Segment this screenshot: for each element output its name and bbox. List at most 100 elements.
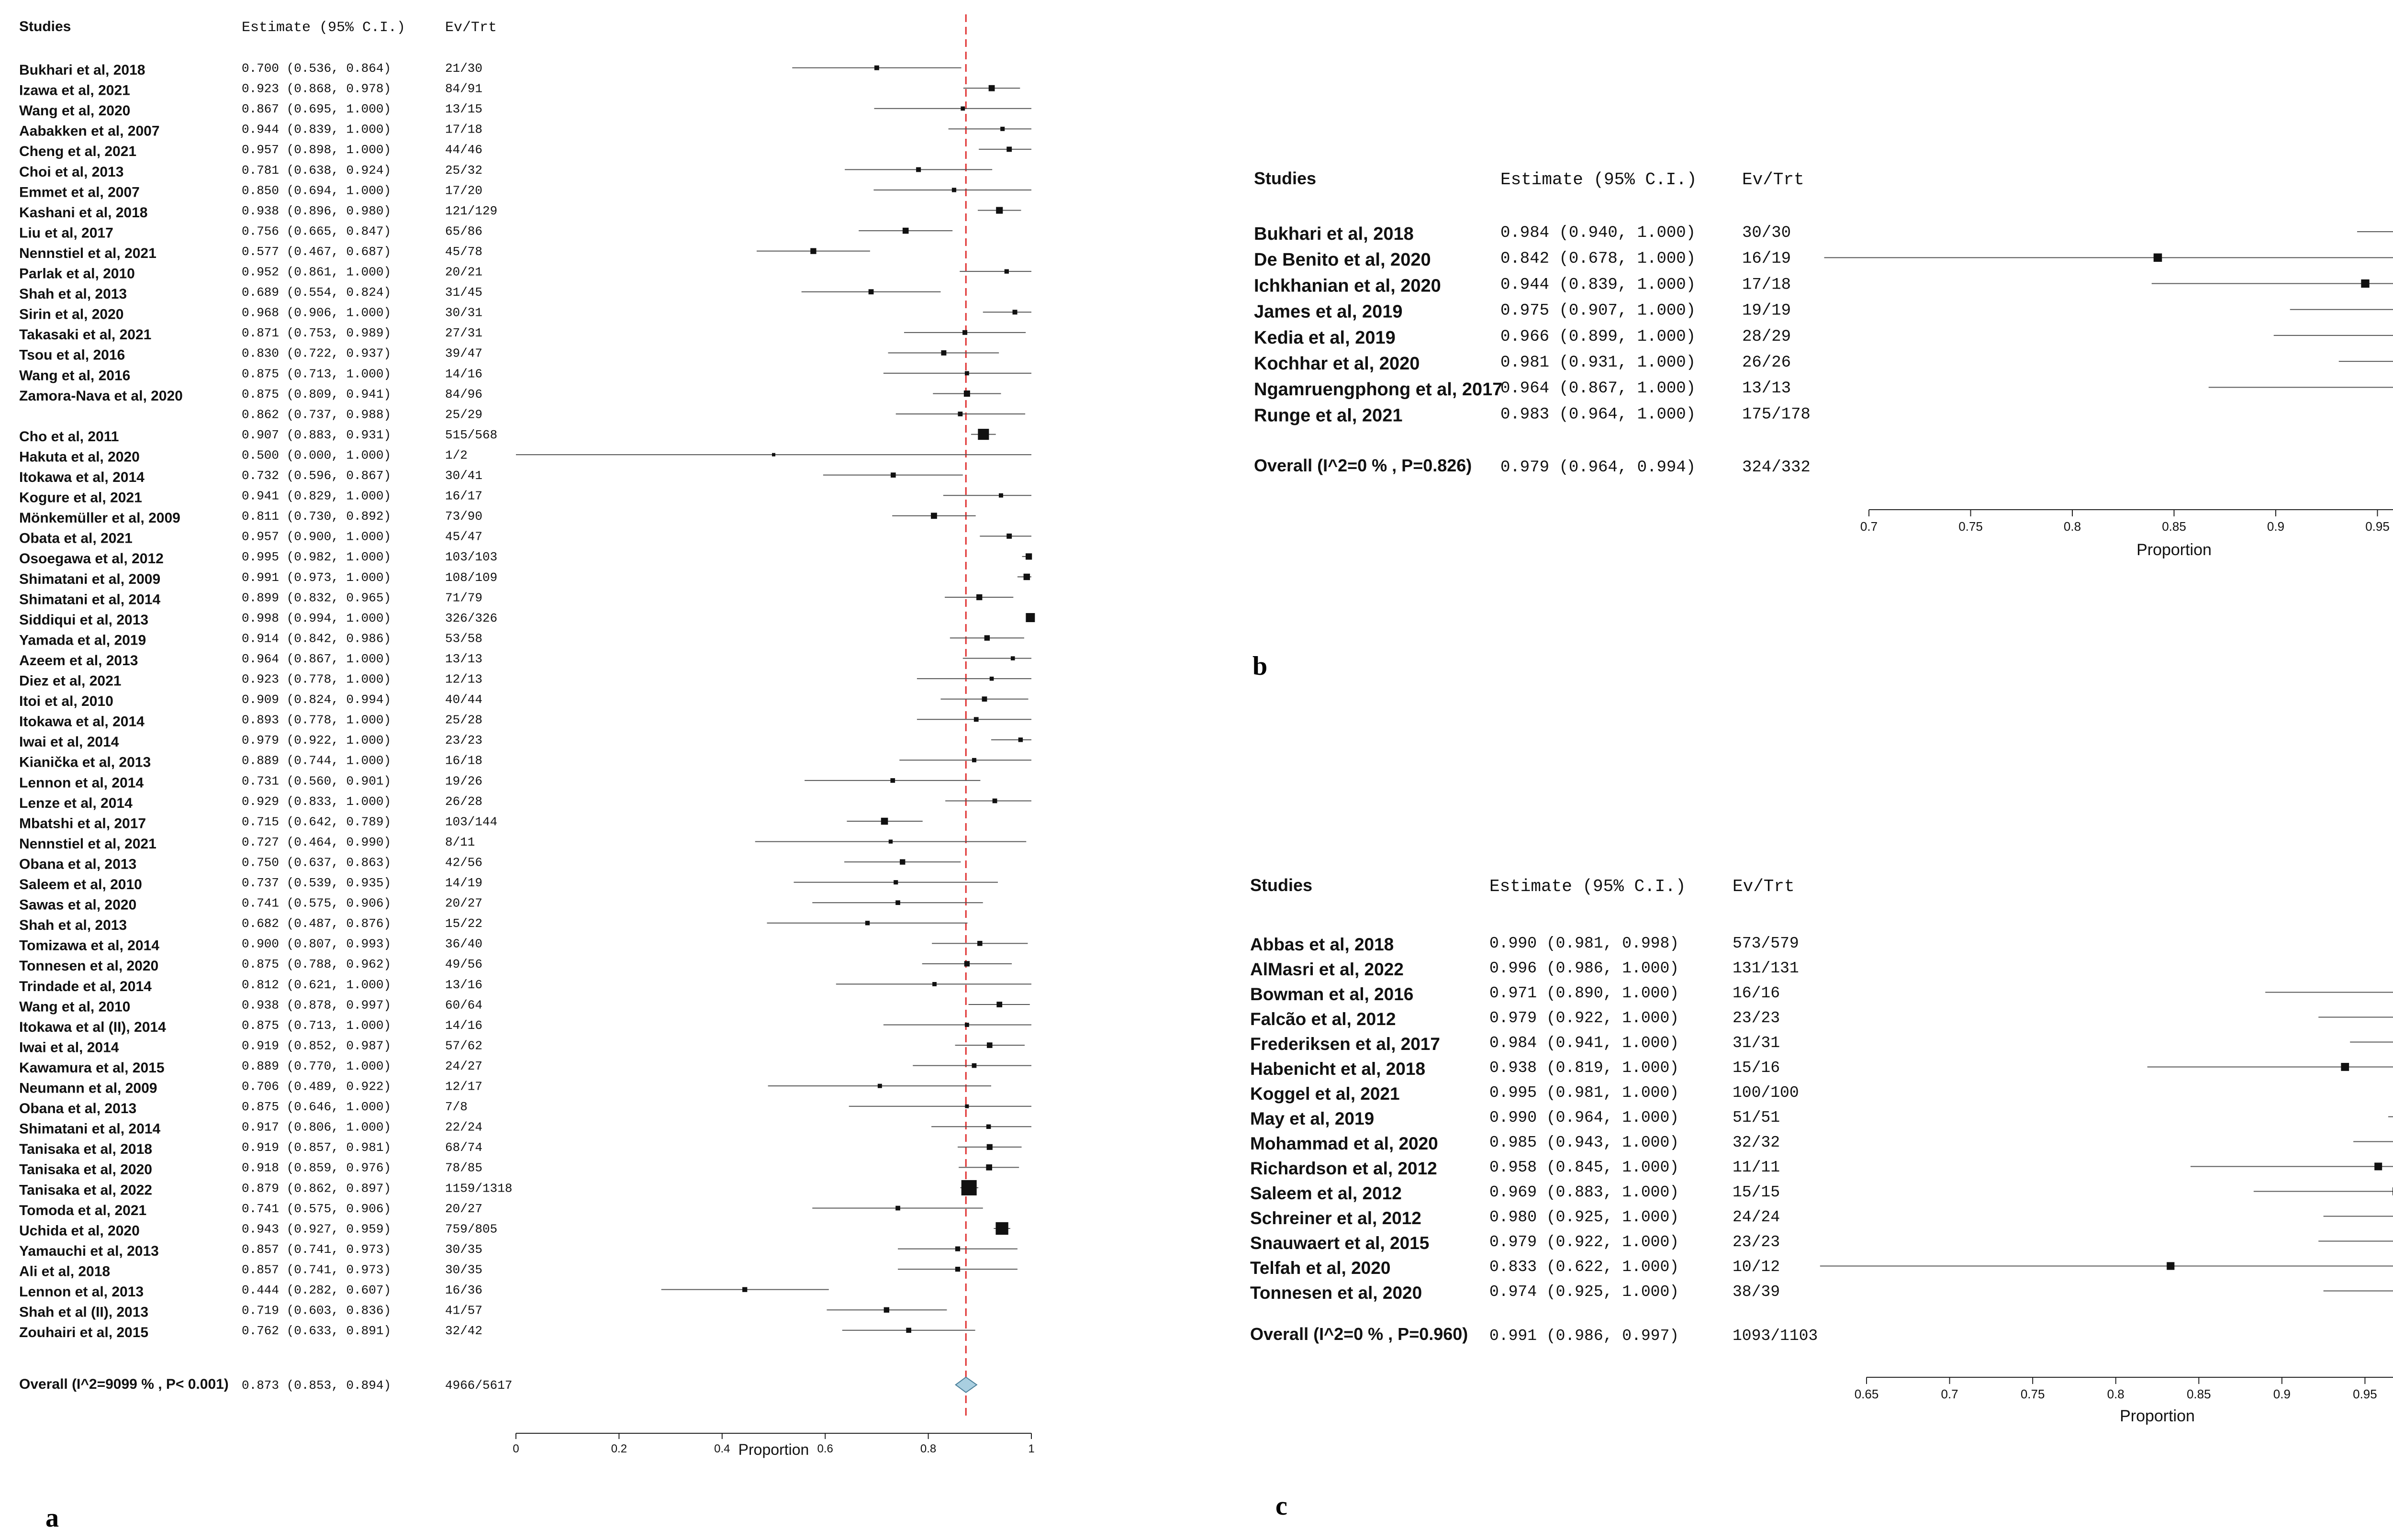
study-evtrt: 25/29 [445, 407, 482, 422]
study-evtrt: 84/96 [445, 387, 482, 402]
point-estimate [995, 1222, 1008, 1235]
study-label: Tsou et al, 2016 [19, 347, 125, 363]
study-label: Kawamura et al, 2015 [19, 1060, 165, 1076]
study-evtrt: 26/26 [1742, 354, 1791, 372]
point-estimate [1023, 573, 1030, 580]
study-label: Shah et al, 2013 [19, 286, 127, 302]
x-axis-label: Proportion [2136, 541, 2212, 559]
study-estimate: 0.867 (0.695, 1.000) [242, 102, 391, 116]
x-tick-label: 0.85 [2187, 1387, 2211, 1401]
study-label: Nennstiel et al, 2021 [19, 246, 157, 261]
study-row: Abbas et al, 2018 0.990 (0.981, 0.998) 573… [1250, 935, 1799, 954]
study-evtrt: 326/326 [445, 611, 497, 625]
point-estimate [895, 900, 900, 905]
study-label: Kogure et al, 2021 [19, 490, 142, 506]
study-label: Siddiqui et al, 2013 [19, 612, 148, 628]
x-tick-label: 0.8 [2064, 519, 2081, 534]
point-estimate [906, 1328, 911, 1333]
point-estimate [2361, 279, 2370, 288]
point-estimate [1010, 656, 1015, 660]
study-evtrt: 17/20 [445, 183, 482, 198]
study-evtrt: 31/45 [445, 285, 482, 300]
study-evtrt: 17/18 [445, 123, 482, 137]
study-evtrt: 15/15 [1733, 1183, 1780, 1201]
point-estimate [900, 859, 906, 865]
study-evtrt: 32/42 [445, 1324, 482, 1338]
study-row: Shimatani et al, 2009 0.991 (0.973, 1.000… [19, 570, 1031, 587]
study-row: Takasaki et al, 2021 0.871 (0.753, 0.989)… [19, 326, 1026, 343]
study-evtrt: 71/79 [445, 591, 482, 605]
study-row: Obata et al, 2021 0.957 (0.900, 1.000) 45/… [19, 530, 1031, 547]
study-estimate: 0.899 (0.832, 0.965) [242, 591, 391, 605]
study-row: Itoi et al, 2010 0.909 (0.824, 0.994) 40/4… [19, 692, 1029, 709]
point-estimate [984, 635, 990, 641]
study-label: May et al, 2019 [1250, 1109, 1374, 1128]
panel-label-a: a [45, 1503, 59, 1533]
point-estimate [992, 798, 997, 803]
study-estimate: 0.941 (0.829, 1.000) [242, 489, 391, 503]
study-evtrt: 759/805 [445, 1222, 497, 1236]
study-label: Emmet et al, 2007 [19, 184, 140, 200]
study-row: Emmet et al, 2007 0.850 (0.694, 1.000) 17/… [19, 183, 1031, 200]
study-estimate: 0.750 (0.637, 0.863) [242, 855, 391, 870]
study-evtrt: 17/18 [1742, 276, 1791, 294]
study-estimate: 0.862 (0.737, 0.988) [242, 407, 391, 422]
study-evtrt: 515/568 [445, 428, 497, 442]
study-label: Iwai et al, 2014 [19, 734, 119, 750]
study-evtrt: 20/27 [445, 1202, 482, 1216]
study-estimate: 0.900 (0.807, 0.993) [242, 937, 391, 951]
study-row: Itokawa et al, 2014 0.893 (0.778, 1.000) 2… [19, 713, 1031, 730]
study-estimate: 0.727 (0.464, 0.990) [242, 835, 391, 849]
study-row: Yamada et al, 2019 0.914 (0.842, 0.986) 53… [19, 631, 1024, 648]
point-estimate [973, 717, 979, 722]
study-estimate: 0.938 (0.878, 0.997) [242, 998, 391, 1012]
study-estimate: 0.991 (0.973, 1.000) [242, 570, 391, 585]
study-label: Kashani et al, 2018 [19, 205, 147, 221]
study-estimate: 0.980 (0.925, 1.000) [1489, 1208, 1679, 1226]
study-row: Obana et al, 2013 0.750 (0.637, 0.863) 42/… [19, 855, 961, 872]
study-evtrt: 14/16 [445, 1018, 482, 1033]
study-evtrt: 13/13 [445, 652, 482, 666]
study-estimate: 0.944 (0.839, 1.000) [1500, 276, 1696, 294]
study-row: Bukhari et al, 2018 0.984 (0.940, 1.000) 3… [1254, 224, 2393, 244]
x-tick-label: 0.8 [2107, 1387, 2125, 1401]
study-estimate: 0.781 (0.638, 0.924) [242, 163, 391, 178]
study-estimate: 0.919 (0.857, 0.981) [242, 1140, 391, 1155]
study-row: Lennon et al, 2014 0.731 (0.560, 0.901) 19… [19, 774, 981, 791]
study-estimate: 0.958 (0.845, 1.000) [1489, 1159, 1679, 1176]
point-estimate [986, 1164, 992, 1171]
study-estimate: 0.909 (0.824, 0.994) [242, 692, 391, 707]
point-estimate [891, 472, 896, 478]
study-evtrt: 1159/1318 [445, 1181, 512, 1195]
point-estimate [916, 167, 921, 172]
study-estimate: 0.875 (0.788, 0.962) [242, 957, 391, 971]
x-axis-label: Proportion [2120, 1407, 2195, 1425]
study-row: Falcão et al, 2012 0.979 (0.922, 1.000) 23… [1250, 1009, 2393, 1029]
study-label: Aabakken et al, 2007 [19, 123, 160, 139]
study-evtrt: 40/44 [445, 692, 482, 707]
study-estimate: 0.889 (0.770, 1.000) [242, 1059, 391, 1073]
study-label: Mbatshi et al, 2017 [19, 815, 146, 831]
point-estimate [988, 85, 995, 91]
point-estimate [894, 880, 898, 885]
header-estimate: Estimate (95% C.I.) [1500, 170, 1697, 190]
study-row: Izawa et al, 2021 0.923 (0.868, 0.978) 84/… [19, 82, 1020, 99]
study-estimate: 0.833 (0.622, 1.000) [1489, 1258, 1679, 1276]
study-row: Neumann et al, 2009 0.706 (0.489, 0.922) 1… [19, 1080, 991, 1096]
point-estimate [964, 961, 970, 967]
study-evtrt: 16/36 [445, 1283, 482, 1297]
study-row: Tomizawa et al, 2014 0.900 (0.807, 0.993)… [19, 937, 1028, 954]
study-row: Parlak et al, 2010 0.952 (0.861, 1.000) 20… [19, 265, 1031, 282]
study-estimate: 0.981 (0.931, 1.000) [1500, 354, 1696, 372]
study-row: Nennstiel et al, 2021 0.727 (0.464, 0.990… [19, 835, 1027, 852]
study-label: Itokawa et al, 2014 [19, 714, 145, 730]
study-estimate: 0.715 (0.642, 0.789) [242, 815, 391, 829]
x-tick-label: 0.6 [817, 1442, 833, 1455]
study-row: Itokawa et al (II), 2014 0.875 (0.713, 1.… [19, 1018, 1031, 1035]
study-evtrt: 32/32 [1733, 1134, 1780, 1151]
study-row: Schreiner et al, 2012 0.980 (0.925, 1.000… [1250, 1208, 2393, 1228]
study-row: Siddiqui et al, 2013 0.998 (0.994, 1.000)… [19, 611, 1035, 628]
panel-label-c: c [1275, 1491, 1287, 1521]
overall-evtrt: 4966/5617 [445, 1378, 512, 1393]
study-label: Sirin et al, 2020 [19, 307, 123, 323]
